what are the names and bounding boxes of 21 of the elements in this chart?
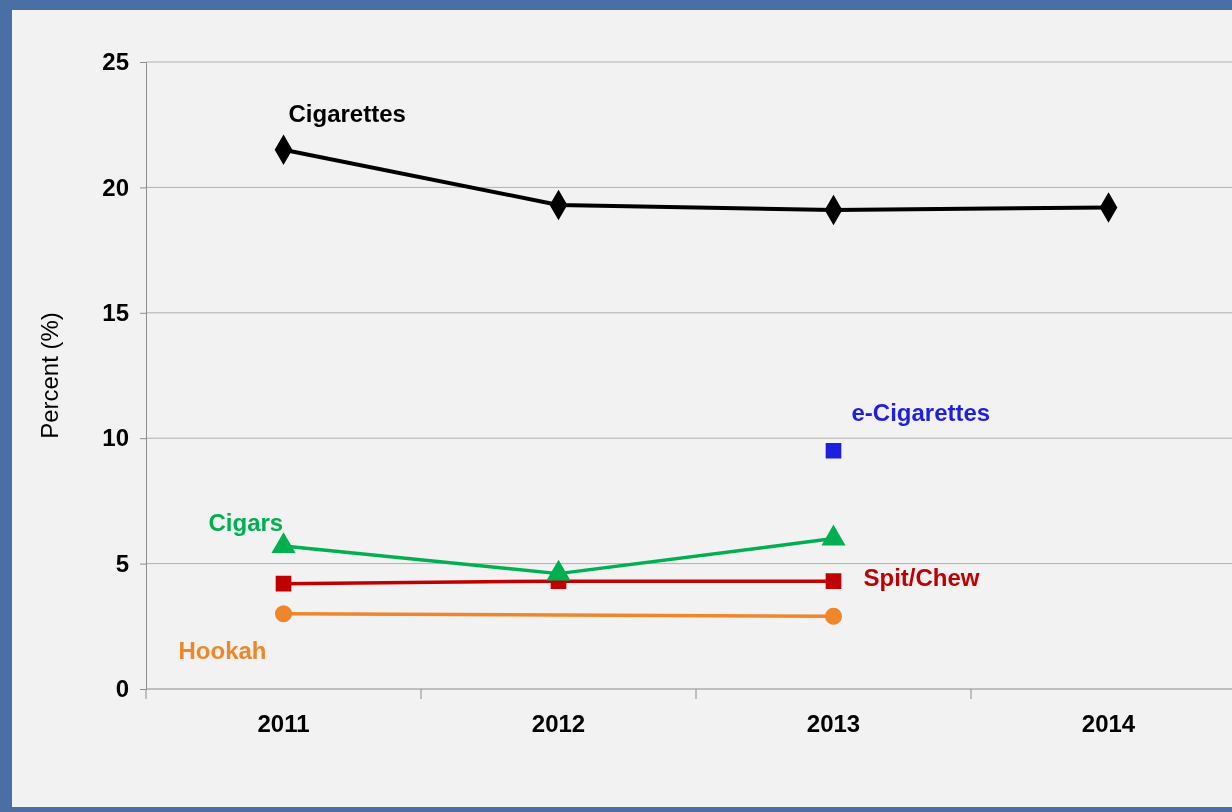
y-tick-label: 20	[102, 173, 129, 201]
y-tick-label: 15	[102, 298, 129, 326]
series-label: Hookah	[178, 636, 267, 664]
y-tick-label: 10	[102, 424, 129, 452]
point	[274, 605, 293, 623]
point	[824, 607, 843, 625]
x-tick-label: 2014	[1081, 710, 1136, 737]
point	[825, 442, 842, 459]
y-tick-label: 0	[115, 675, 129, 703]
x-tick-label: 2013	[806, 710, 861, 737]
series-label: Cigarettes	[288, 99, 406, 127]
series-label: Spit/Chew	[863, 564, 980, 592]
series-label: e-Cigarettes	[851, 398, 991, 426]
y-axis-title: Percent (%)	[36, 312, 63, 439]
y-tick-label: 5	[115, 549, 129, 577]
x-tick-label: 2012	[531, 710, 586, 737]
series-label: Cigars	[208, 509, 284, 537]
point	[275, 575, 292, 592]
x-tick-label: 2011	[257, 710, 310, 737]
y-tick-label: 25	[102, 48, 129, 76]
point	[825, 573, 842, 589]
